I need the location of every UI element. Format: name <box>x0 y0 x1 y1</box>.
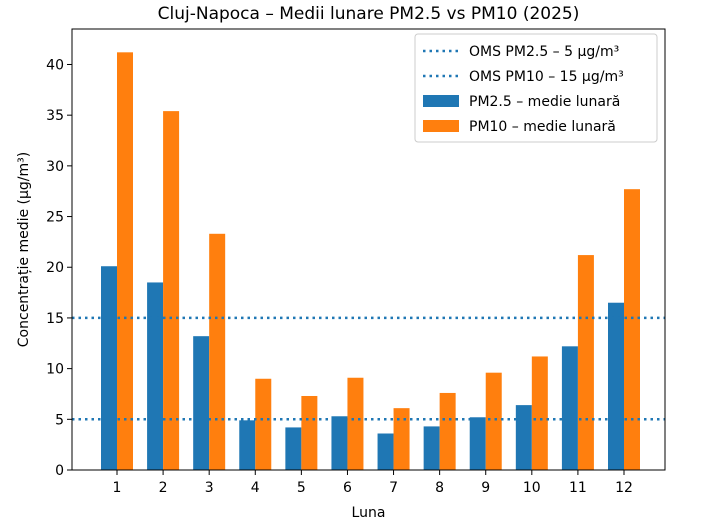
x-tick-label: 9 <box>481 480 490 496</box>
x-tick-label: 8 <box>435 480 444 496</box>
y-tick-label: 30 <box>46 159 64 175</box>
x-tick-label: 10 <box>523 480 541 496</box>
x-tick-label: 2 <box>159 480 168 496</box>
bar-pm25-2 <box>147 282 164 470</box>
axes-frame <box>71 28 666 471</box>
bar-pm25-6 <box>331 416 348 470</box>
chart-title: Cluj-Napoca – Medii lunare PM2.5 vs PM10… <box>158 4 580 24</box>
bar-pm10-11 <box>577 255 594 470</box>
bar-pm25-3 <box>193 336 210 470</box>
bar-pm10-4 <box>255 378 272 470</box>
x-axis-label: Luna <box>352 505 386 521</box>
bar-pm25-1 <box>101 266 117 470</box>
bar-pm25-12 <box>608 302 624 470</box>
bar-pm10-7 <box>393 408 410 470</box>
y-tick-label: 5 <box>55 412 64 428</box>
bar-pm25-8 <box>423 426 440 470</box>
x-tick-label: 5 <box>297 480 306 496</box>
y-tick-label: 25 <box>46 210 64 226</box>
y-tick-label: 0 <box>55 463 64 479</box>
bar-pm25-11 <box>561 346 578 470</box>
x-tick-label: 4 <box>251 480 260 496</box>
y-axis-label: Concentrație medie (µg/m³) <box>16 152 32 347</box>
bar-pm10-12 <box>624 189 640 470</box>
bar-pm25-9 <box>469 417 486 470</box>
legend: OMS PM2.5 – 5 µg/m³ OMS PM10 – 15 µg/m³ PM… <box>414 33 658 143</box>
x-tick-label: 3 <box>205 480 214 496</box>
x-tick-label: 7 <box>389 480 398 496</box>
bar-pm25-4 <box>239 420 256 470</box>
legend-swatch-series-1 <box>423 120 459 132</box>
legend-label-series-0: PM2.5 – medie lunară <box>469 94 620 110</box>
bar-pm25-10 <box>515 405 532 470</box>
bar-pm10-1 <box>117 52 133 470</box>
x-tick-label: 1 <box>113 480 122 496</box>
legend-box <box>414 33 658 143</box>
bar-pm10-3 <box>209 233 226 470</box>
y-tick-label: 20 <box>46 260 64 276</box>
legend-label-ref-1: OMS PM10 – 15 µg/m³ <box>469 69 624 85</box>
plot-area <box>72 52 665 471</box>
bar-pm10-6 <box>347 377 364 470</box>
x-tick-label: 12 <box>615 480 633 496</box>
legend-label-ref-0: OMS PM2.5 – 5 µg/m³ <box>469 44 619 60</box>
bar-pm10-2 <box>163 111 180 471</box>
bar-pm10-9 <box>485 372 502 470</box>
legend-label-series-1: PM10 – medie lunară <box>469 119 616 135</box>
bar-pm10-10 <box>531 356 548 470</box>
y-tick-label: 40 <box>46 57 64 73</box>
bar-pm10-5 <box>301 395 318 470</box>
x-tick-label: 6 <box>343 480 352 496</box>
bar-pm25-5 <box>285 427 302 470</box>
bar-pm25-7 <box>377 433 394 470</box>
y-tick-label: 35 <box>46 108 64 124</box>
y-tick-label: 10 <box>46 362 64 378</box>
y-tick-label: 15 <box>46 311 64 327</box>
legend-swatch-series-0 <box>423 95 459 107</box>
x-tick-label: 11 <box>569 480 587 496</box>
bar-pm10-8 <box>439 392 456 470</box>
